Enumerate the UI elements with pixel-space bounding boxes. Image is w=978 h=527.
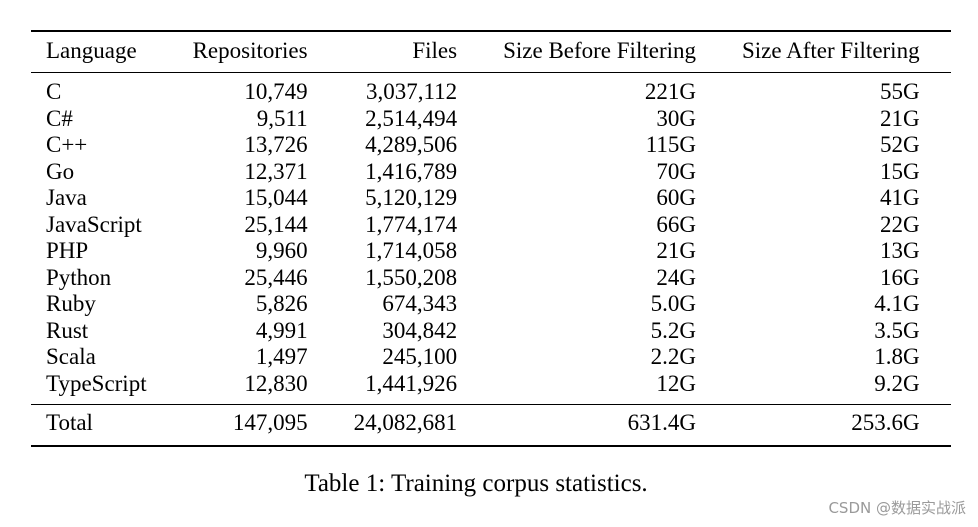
- table-row: C# 9,511 2,514,494 30G 21G: [31, 106, 951, 133]
- table-row: C++ 13,726 4,289,506 115G 52G: [31, 132, 951, 159]
- table-row: Python 25,446 1,550,208 24G 16G: [31, 265, 951, 292]
- table-row: Java 15,044 5,120,129 60G 41G: [31, 185, 951, 212]
- header-size-after: Size After Filtering: [742, 38, 920, 63]
- table-row: Ruby 5,826 674,343 5.0G 4.1G: [31, 291, 951, 318]
- header-files: Files: [412, 38, 458, 63]
- cell-files: 3,037,112: [365, 79, 458, 104]
- cell-repositories: 4,991: [255, 317, 308, 343]
- cell-size-after: 16G: [879, 264, 920, 290]
- watermark: CSDN @数据实战派: [828, 499, 966, 517]
- cell-size-after: 21G: [879, 105, 920, 131]
- total-repositories: 147,095: [232, 410, 308, 435]
- cell-files: 2,514,494: [365, 105, 458, 131]
- cell-files: 1,441,926: [365, 370, 458, 396]
- cell-size-before: 115G: [645, 132, 696, 157]
- cell-language: JavaScript: [46, 211, 142, 237]
- cell-repositories: 13,726: [244, 132, 308, 157]
- cell-size-before: 5.2G: [650, 317, 696, 343]
- cell-size-after: 52G: [879, 132, 920, 157]
- cell-files: 1,774,174: [365, 211, 458, 237]
- cell-repositories: 10,749: [244, 79, 308, 104]
- cell-files: 674,343: [382, 291, 458, 316]
- cell-size-before: 2.2G: [650, 344, 696, 369]
- header-language: Language: [46, 38, 137, 63]
- corpus-statistics-table: Language Repositories Files Size Before …: [31, 30, 951, 447]
- cell-size-after: 9.2G: [874, 370, 920, 396]
- cell-size-before: 21G: [656, 238, 696, 263]
- header-size-before: Size Before Filtering: [503, 38, 696, 63]
- cell-repositories: 9,960: [255, 238, 308, 263]
- total-files: 24,082,681: [353, 410, 458, 435]
- cell-language: C++: [46, 132, 88, 157]
- total-size-before: 631.4G: [627, 410, 696, 435]
- table-body: C 10,749 3,037,112 221G 55G C# 9,511 2,514,494 3…: [31, 73, 951, 405]
- cell-repositories: 25,144: [244, 211, 308, 237]
- cell-size-after: 3.5G: [874, 317, 920, 343]
- cell-size-after: 15G: [879, 158, 920, 184]
- total-row: Total 147,095 24,082,681 631.4G 253.6G: [31, 404, 951, 446]
- cell-language: C#: [46, 105, 73, 131]
- cell-files: 5,120,129: [365, 185, 458, 210]
- cell-language: Scala: [46, 344, 96, 369]
- table-row: C 10,749 3,037,112 221G 55G: [31, 73, 951, 106]
- cell-repositories: 5,826: [255, 291, 308, 316]
- cell-size-before: 30G: [656, 105, 696, 131]
- cell-size-after: 41G: [879, 185, 920, 210]
- cell-repositories: 9,511: [256, 105, 308, 131]
- cell-language: Rust: [46, 317, 89, 343]
- cell-size-before: 70G: [656, 158, 696, 184]
- table-caption: Table 1: Training corpus statistics.: [304, 470, 648, 497]
- header-repositories: Repositories: [192, 38, 308, 63]
- table-row: Scala 1,497 245,100 2.2G 1.8G: [31, 344, 951, 371]
- cell-repositories: 12,371: [244, 158, 308, 184]
- cell-size-before: 24G: [656, 264, 696, 290]
- cell-language: TypeScript: [46, 370, 147, 396]
- cell-repositories: 1,497: [255, 344, 308, 369]
- cell-size-before: 60G: [656, 185, 696, 210]
- cell-files: 4,289,506: [365, 132, 458, 157]
- table-row: TypeScript 12,830 1,441,926 12G 9.2G: [31, 371, 951, 405]
- cell-files: 1,714,058: [365, 238, 458, 263]
- cell-size-before: 12G: [656, 370, 696, 396]
- cell-repositories: 15,044: [244, 185, 308, 210]
- total-label: Total: [46, 410, 93, 435]
- table-row: Rust 4,991 304,842 5.2G 3.5G: [31, 318, 951, 345]
- cell-repositories: 25,446: [244, 264, 308, 290]
- cell-size-before: 221G: [644, 79, 696, 104]
- table-row: JavaScript 25,144 1,774,174 66G 22G: [31, 212, 951, 239]
- header-row: Language Repositories Files Size Before …: [31, 31, 951, 73]
- table-row: Go 12,371 1,416,789 70G 15G: [31, 159, 951, 186]
- cell-size-before: 66G: [656, 211, 696, 237]
- cell-files: 304,842: [382, 317, 458, 343]
- cell-size-before: 5.0G: [650, 291, 696, 316]
- cell-repositories: 12,830: [244, 370, 308, 396]
- cell-size-after: 55G: [879, 79, 920, 104]
- total-size-after: 253.6G: [851, 410, 920, 435]
- cell-size-after: 4.1G: [874, 291, 920, 316]
- cell-language: Ruby: [46, 291, 96, 316]
- cell-language: Python: [46, 264, 112, 290]
- table-row: PHP 9,960 1,714,058 21G 13G: [31, 238, 951, 265]
- cell-size-after: 22G: [879, 211, 920, 237]
- cell-files: 245,100: [382, 344, 458, 369]
- cell-language: C: [46, 79, 62, 104]
- cell-language: Java: [46, 185, 87, 210]
- cell-language: PHP: [46, 238, 89, 263]
- cell-files: 1,416,789: [365, 158, 458, 184]
- cell-files: 1,550,208: [365, 264, 458, 290]
- cell-size-after: 1.8G: [874, 344, 920, 369]
- cell-language: Go: [46, 158, 75, 184]
- cell-size-after: 13G: [879, 238, 920, 263]
